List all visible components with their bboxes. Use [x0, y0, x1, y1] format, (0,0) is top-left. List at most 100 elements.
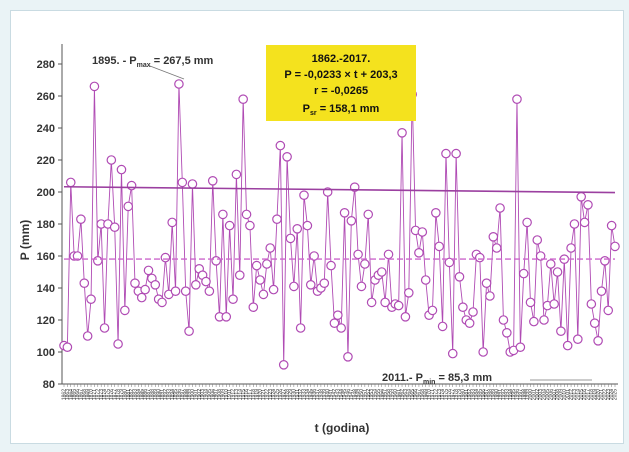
x-tick-label: 1872 — [95, 389, 101, 400]
data-point — [157, 297, 167, 308]
x-tick-label: 1873 — [99, 389, 105, 400]
x-tick-label: 1896 — [177, 389, 183, 400]
data-point — [468, 307, 478, 317]
x-tick-label: 1947 — [349, 389, 355, 400]
data-point — [241, 209, 252, 220]
min-annotation-subscript: min — [423, 379, 435, 386]
data-point — [245, 220, 255, 231]
y-tick-label: 100 — [37, 347, 55, 359]
data-point — [76, 214, 86, 224]
reference-lines — [63, 185, 616, 260]
data-point — [211, 255, 221, 266]
data-point — [573, 334, 583, 344]
x-tick-label: 1996 — [515, 389, 521, 400]
stats-mean-symbol: P — [303, 103, 310, 115]
x-tick-label: 1939 — [322, 389, 328, 400]
x-tick-label: 1940 — [325, 389, 331, 400]
x-tick-label: 1889 — [153, 389, 159, 400]
x-tick-label: 1949 — [356, 389, 362, 400]
data-point — [99, 323, 110, 333]
data-point — [174, 79, 184, 89]
x-tick-label: 2010 — [562, 389, 568, 400]
min-annotation: 2011.- Pmin = 85,3 mm — [382, 372, 492, 386]
data-point — [579, 217, 590, 228]
x-tick-label: 1984 — [474, 389, 480, 400]
x-tick-label: 1936 — [312, 389, 318, 400]
x-axis-label: t (godina) — [315, 421, 370, 435]
x-tick-label: 1890 — [156, 389, 162, 400]
x-tick-label: 1931 — [295, 389, 301, 400]
data-point — [184, 326, 194, 336]
data-point — [272, 214, 282, 224]
data-point — [86, 294, 96, 304]
data-point — [545, 259, 556, 269]
x-tick-label: 1924 — [271, 389, 277, 400]
x-tick-label: 1976 — [447, 389, 453, 400]
x-tick-label: 1927 — [281, 389, 287, 400]
x-tick-label: 1886 — [143, 389, 149, 400]
x-tick-label: 1998 — [521, 389, 527, 400]
data-point — [309, 251, 319, 261]
data-point — [319, 278, 330, 288]
x-tick-label: 1958 — [386, 389, 392, 400]
data-point — [295, 323, 306, 333]
data-point — [535, 251, 546, 261]
data-point — [451, 148, 461, 159]
x-tick-label: 1901 — [193, 389, 199, 400]
x-tick-label: 1867 — [79, 389, 85, 400]
data-point — [353, 249, 363, 260]
data-point — [278, 359, 289, 370]
data-point — [478, 347, 488, 357]
data-point — [191, 279, 201, 290]
x-tick-label: 2025 — [613, 389, 619, 400]
data-point — [393, 300, 404, 311]
x-tick-label: 1911 — [227, 389, 233, 400]
x-tick-label: 2023 — [606, 389, 612, 400]
x-tick-label: 1937 — [315, 389, 321, 400]
x-tick-label: 1880 — [122, 389, 128, 400]
data-point — [593, 335, 603, 346]
data-point — [282, 152, 292, 162]
data-point — [289, 281, 299, 292]
data-point — [113, 339, 123, 349]
x-tick-label: 1954 — [373, 389, 379, 400]
data-point — [204, 286, 215, 296]
x-tick-label: 1993 — [504, 389, 510, 400]
data-point — [336, 323, 346, 333]
data-point — [441, 148, 451, 159]
stats-period: 1862.-2017. — [312, 53, 371, 65]
data-point — [603, 305, 614, 316]
x-tick-label: 1948 — [352, 389, 358, 400]
x-tick-label: 1865 — [72, 389, 78, 400]
x-tick-label: 1920 — [258, 389, 264, 400]
x-tick-label: 1929 — [288, 389, 294, 400]
data-point — [62, 342, 73, 352]
x-tick-label: 2018 — [589, 389, 595, 400]
data-point — [522, 217, 532, 228]
x-tick-label: 1916 — [244, 389, 250, 400]
y-tick-label: 180 — [37, 219, 55, 231]
data-point — [262, 259, 272, 269]
x-tick-label: 1972 — [433, 389, 439, 400]
data-point — [123, 201, 134, 212]
data-point — [150, 279, 161, 290]
x-tick-label: 1894 — [170, 389, 176, 400]
data-point — [431, 208, 441, 218]
x-tick-label: 2012 — [569, 389, 575, 400]
data-point — [566, 243, 576, 253]
x-tick-label: 1874 — [102, 389, 108, 400]
data-point — [207, 176, 218, 186]
x-tick-label: 2017 — [586, 389, 592, 400]
data-point — [120, 305, 130, 316]
data-point — [444, 257, 455, 268]
data-point — [569, 219, 580, 229]
x-tick-label: 2020 — [596, 389, 602, 400]
x-tick-label: 1986 — [481, 389, 487, 400]
x-tick-label: 2004 — [542, 389, 548, 400]
data-point — [356, 281, 367, 292]
data-point — [562, 340, 573, 351]
data-point — [363, 209, 374, 220]
x-tick-label: 1909 — [220, 389, 226, 400]
data-point — [218, 209, 228, 220]
